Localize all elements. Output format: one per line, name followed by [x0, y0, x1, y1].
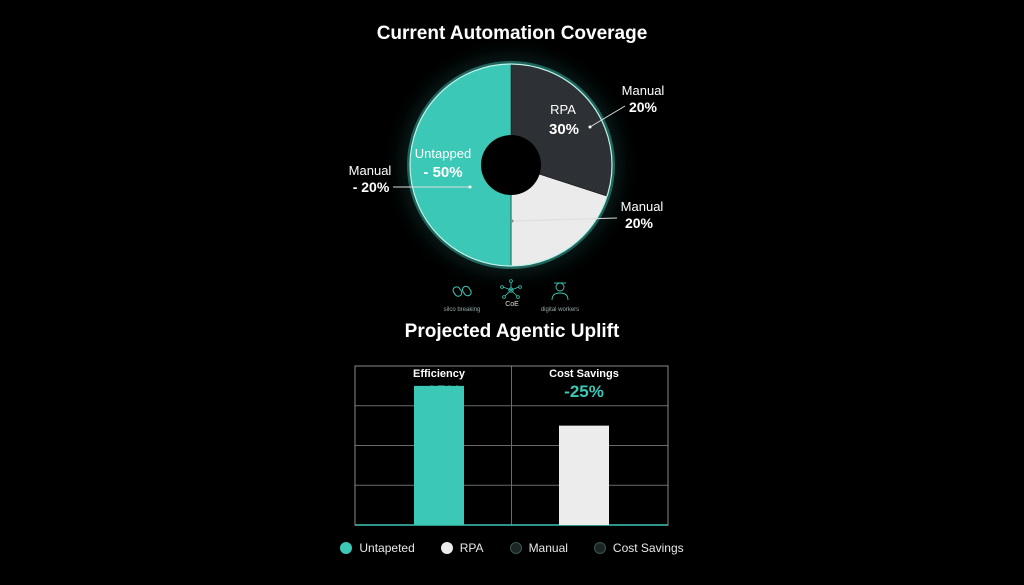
callout-label-left: Manual — [349, 163, 392, 178]
legend-swatch-untapeted — [340, 542, 353, 554]
legend-label-untapeted: Untapeted — [359, 541, 415, 555]
bar-chart-title: Projected Agentic Uplift — [404, 321, 620, 342]
bar-efficiency — [414, 385, 464, 525]
legend-swatch-cost-savings — [593, 542, 606, 554]
legend: Untapeted RPA Manual Cost Savings — [0, 541, 1024, 555]
robot-worker-icon — [551, 282, 569, 301]
callout-value-left: - 20% — [353, 179, 390, 195]
legend-label-manual: Manual — [528, 541, 568, 555]
legend-item-untapeted: Untapeted — [340, 541, 415, 555]
link-chain-icon — [452, 285, 472, 297]
bar-cost-savings — [559, 425, 609, 525]
bar-category-label-efficiency: Efficiency — [413, 368, 466, 380]
legend-label-rpa: RPA — [459, 541, 484, 555]
slice-value-rpa: 30% — [549, 121, 579, 138]
legend-item-manual: Manual — [509, 541, 568, 555]
pie-center-hole — [481, 135, 541, 195]
icon-label-digital-workers: digital workers — [541, 307, 579, 313]
network-hub-icon — [500, 279, 522, 299]
legend-swatch-rpa — [440, 542, 453, 554]
callout-value-top-right: 20% — [629, 99, 658, 115]
callout-line-top-right — [589, 105, 626, 128]
callout-label-right: Manual — [621, 199, 664, 214]
pie-outline — [409, 63, 613, 267]
callout-dot-top-right — [588, 125, 592, 129]
bar-value-label-efficiency: +35% — [417, 382, 461, 401]
callout-dot-left — [468, 185, 472, 189]
callout-label-top-right: Manual — [622, 83, 665, 98]
legend-item-cost-savings: Cost Savings — [593, 541, 684, 555]
legend-item-rpa: RPA — [440, 541, 484, 555]
slice-value-untapped: - 50% — [423, 164, 462, 181]
bar-value-label-cost-savings: -25% — [564, 382, 604, 401]
icon-label-silco-breaking: silco breaking — [444, 307, 481, 313]
slice-label-untapped: Untapped — [415, 146, 471, 161]
pie-chart: RPA 30% Untapped - 50% Manual 20% Manual… — [349, 61, 665, 313]
callout-value-right: 20% — [625, 215, 654, 231]
callout-line-right — [511, 217, 618, 222]
slice-label-rpa: RPA — [550, 102, 576, 117]
icon-label-coe: CoE — [505, 301, 519, 308]
bar-category-label-cost-savings: Cost Savings — [549, 368, 619, 380]
legend-label-cost-savings: Cost Savings — [612, 541, 684, 555]
callout-dot-right — [510, 219, 514, 223]
pie-chart-title: Current Automation Coverage — [376, 23, 648, 44]
legend-swatch-manual — [509, 542, 522, 554]
